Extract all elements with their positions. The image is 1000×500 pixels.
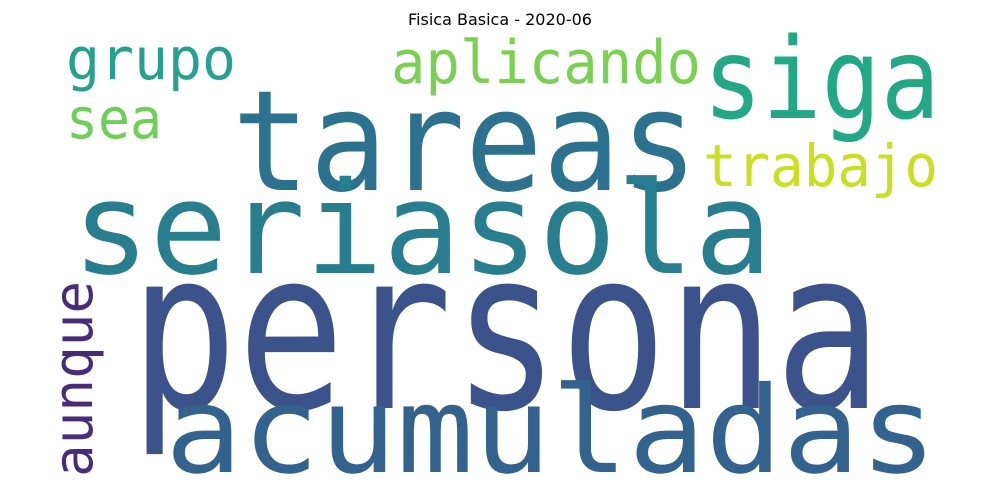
figure-title: Fisica Basica - 2020-06 xyxy=(408,10,592,29)
word-persona: persona xyxy=(130,203,882,461)
word-tareas: tareas xyxy=(232,61,698,224)
word-aunque: aunque xyxy=(42,281,105,477)
word-siga: siga xyxy=(703,15,940,145)
word-sea: sea xyxy=(66,87,162,152)
word-seriasola: seriasola xyxy=(72,155,772,304)
word-aplicando: aplicando xyxy=(391,28,701,98)
word-trabajo: trabajo xyxy=(703,132,938,200)
word-grupo: grupo xyxy=(66,25,236,93)
word-acumuladas: acumuladas xyxy=(165,362,937,500)
